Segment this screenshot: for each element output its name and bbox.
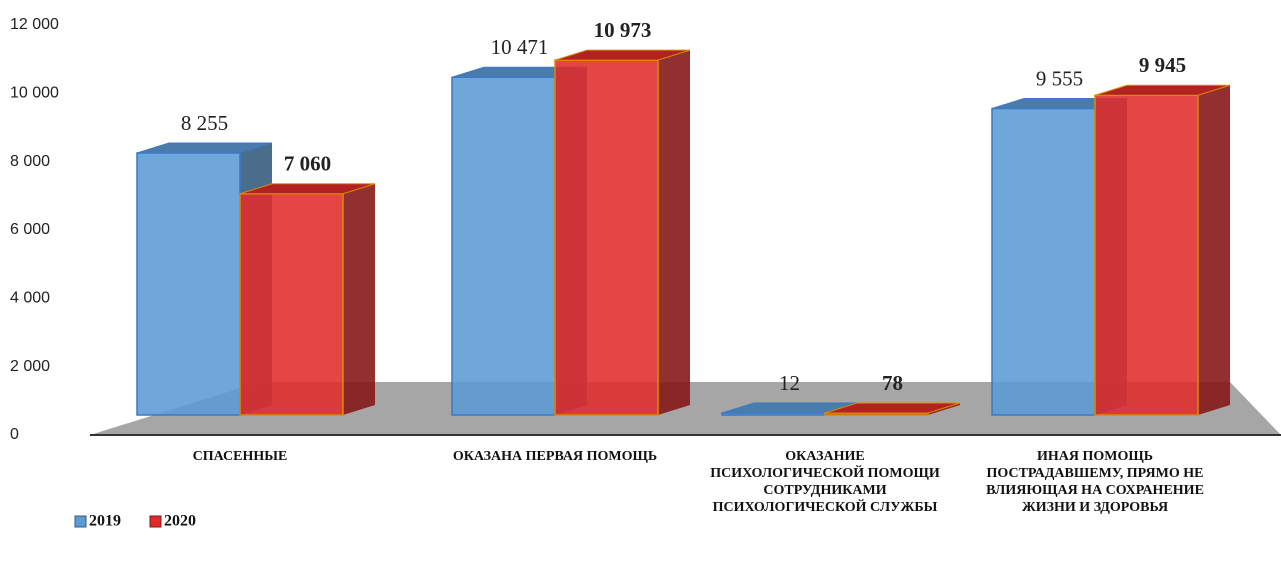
value-label: 7 060 <box>284 152 331 176</box>
floor <box>90 382 1281 435</box>
bar <box>1094 94 1199 416</box>
y-tick-label: 12 000 <box>10 16 59 33</box>
value-label: 10 471 <box>491 35 549 59</box>
bar <box>239 193 344 416</box>
legend-swatch <box>74 515 87 528</box>
bar <box>991 107 1096 416</box>
bar-top <box>136 142 273 154</box>
value-label: 12 <box>779 371 800 395</box>
y-tick-label: 4 000 <box>10 290 50 307</box>
bar <box>451 76 556 416</box>
y-tick-label: 2 000 <box>10 358 50 375</box>
bar-side <box>658 50 690 415</box>
value-label: 9 945 <box>1139 53 1186 77</box>
y-tick-label: 6 000 <box>10 221 50 238</box>
y-tick-label: 0 <box>10 426 19 443</box>
y-tick-label: 8 000 <box>10 153 50 170</box>
bar <box>136 152 241 416</box>
bar-top <box>239 183 376 195</box>
x-tick-label: СПАСЕННЫЕ <box>192 449 288 464</box>
value-label: 8 255 <box>181 111 228 135</box>
value-label: 78 <box>882 371 903 395</box>
y-tick-label: 10 000 <box>10 85 59 102</box>
bar-top <box>824 402 961 414</box>
legend-label: 2020 <box>164 513 196 530</box>
value-label: 10 973 <box>594 18 652 42</box>
x-tick-label: ИНАЯ ПОМОЩЬ ПОСТРАДАВШЕМУ, ПРЯМО НЕ ВЛИЯ… <box>986 449 1204 515</box>
legend-swatch <box>149 515 162 528</box>
x-tick-label: ОКАЗАНИЕ ПСИХОЛОГИЧЕСКОЙ ПОМОЩИ СОТРУДНИ… <box>710 449 940 515</box>
bar-top <box>554 49 691 61</box>
bar-side <box>343 183 375 415</box>
legend-label: 2019 <box>89 513 121 530</box>
bar <box>554 59 659 416</box>
x-tick-label: ОКАЗАНА ПЕРВАЯ ПОМОЩЬ <box>452 449 658 464</box>
bar-top <box>1094 84 1231 96</box>
bar-side <box>1198 85 1230 416</box>
value-label: 9 555 <box>1036 66 1083 90</box>
